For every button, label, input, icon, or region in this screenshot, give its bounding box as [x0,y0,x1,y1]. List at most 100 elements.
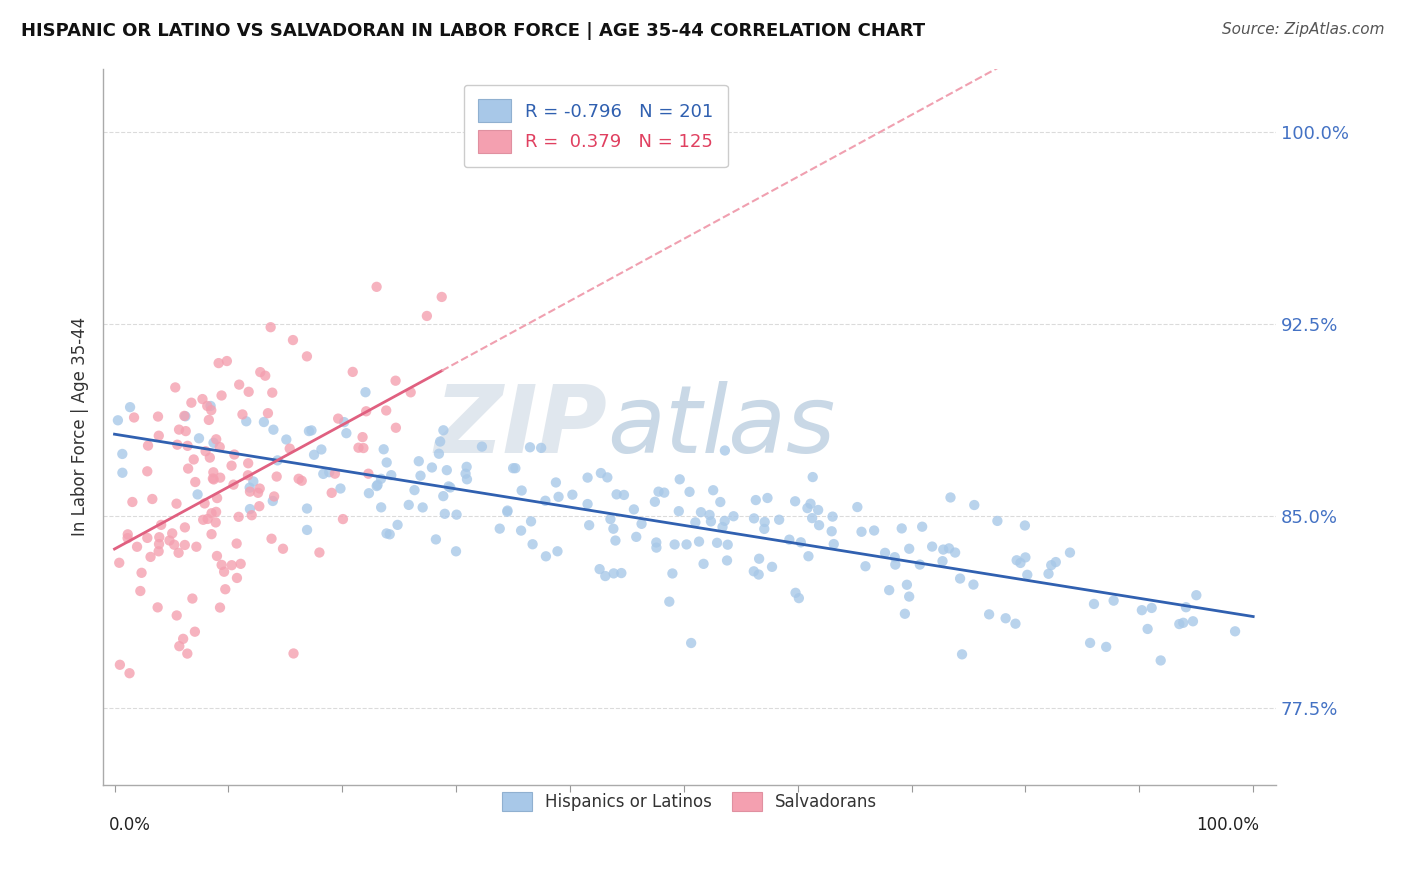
Point [335,426,357,441]
Point [626,530,648,544]
Point [797,549,820,564]
Point [176,647,198,661]
Point [761,559,783,574]
Point [399,385,422,400]
Point [884,558,907,572]
Legend: Hispanics or Latinos, Salvadorans: Hispanics or Latinos, Salvadorans [494,784,886,820]
Point [576,470,599,484]
Point [534,493,557,508]
Point [169,639,191,653]
Point [287,472,309,486]
Point [692,557,714,571]
Point [801,470,824,484]
Point [742,564,765,578]
Point [1175,600,1198,615]
Point [932,542,955,557]
Point [754,515,776,529]
Point [589,466,612,480]
Point [205,549,228,563]
Point [688,534,710,549]
Point [266,453,288,467]
Point [200,403,222,417]
Point [378,527,401,541]
Point [214,582,236,597]
Point [613,488,636,502]
Point [605,533,627,548]
Point [748,567,770,582]
Point [546,544,568,558]
Point [195,399,218,413]
Point [184,624,207,639]
Point [756,491,779,505]
Point [236,468,259,483]
Point [148,428,170,442]
Point [291,474,314,488]
Point [602,566,624,581]
Point [1140,601,1163,615]
Point [595,569,617,583]
Point [159,533,181,548]
Point [432,489,454,503]
Point [354,385,377,400]
Point [456,459,478,474]
Point [183,452,205,467]
Point [425,533,447,547]
Point [209,470,232,484]
Point [208,440,231,454]
Point [454,467,477,481]
Point [160,526,183,541]
Point [408,454,430,468]
Point [471,440,494,454]
Point [883,550,905,565]
Point [165,380,187,394]
Point [370,500,392,515]
Point [228,509,250,524]
Point [911,519,934,533]
Point [610,566,633,580]
Point [347,441,370,455]
Point [1014,550,1036,565]
Point [709,495,731,509]
Point [129,584,152,599]
Point [520,515,543,529]
Point [333,415,356,429]
Point [367,478,389,492]
Point [668,504,690,518]
Point [181,591,204,606]
Point [1095,640,1118,654]
Point [271,541,294,556]
Point [141,491,163,506]
Point [176,439,198,453]
Point [146,600,169,615]
Point [1102,593,1125,607]
Point [950,648,973,662]
Point [745,493,768,508]
Point [1130,603,1153,617]
Point [645,535,668,549]
Point [898,541,921,556]
Point [295,350,318,364]
Point [301,423,323,437]
Text: 100.0%: 100.0% [1197,815,1258,834]
Point [714,443,737,458]
Point [148,544,170,558]
Point [184,475,207,489]
Point [432,423,454,437]
Point [188,431,211,445]
Point [444,544,467,558]
Point [623,502,645,516]
Point [205,432,228,446]
Point [644,495,666,509]
Point [702,483,724,498]
Point [700,515,723,529]
Point [108,657,131,672]
Point [263,490,285,504]
Point [323,467,346,481]
Point [166,608,188,623]
Point [716,553,738,567]
Point [690,505,713,519]
Point [873,546,896,560]
Point [208,600,231,615]
Point [221,458,243,473]
Point [427,447,450,461]
